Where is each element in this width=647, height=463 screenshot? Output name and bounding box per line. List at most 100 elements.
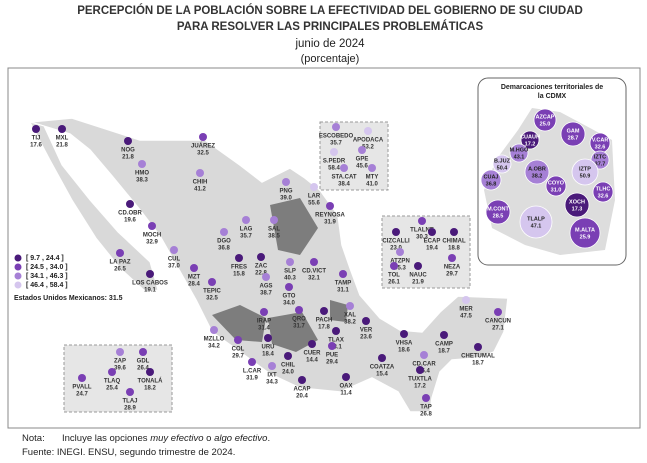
delegation-value: 25.0 [540, 121, 551, 127]
city-marker [32, 125, 40, 133]
delegation-label: AZCAP [536, 114, 555, 120]
city-label: ATZPN [390, 259, 410, 265]
cdmx-title: la CDMX [538, 93, 567, 100]
delegation-area [480, 169, 502, 191]
delegation-label: COYO [548, 180, 565, 186]
city-value: 39.0 [280, 196, 292, 202]
note-text: Incluye las opciones [62, 433, 150, 444]
city-marker [282, 178, 290, 186]
city-marker [362, 317, 370, 325]
city-marker [328, 342, 336, 350]
city-marker [326, 202, 334, 210]
city-value: 38.2 [344, 320, 356, 326]
city-marker [346, 302, 354, 310]
city-label: CANCUN [485, 319, 511, 325]
city-marker [462, 296, 470, 304]
city-value: 26.5 [114, 267, 126, 273]
city-label: GDL [137, 359, 150, 365]
city-value: 34.2 [208, 344, 220, 350]
legend-label: [ 24.5 , 34.0 ] [26, 264, 68, 271]
city-label: TLAJ [123, 399, 138, 405]
legend-swatch [14, 263, 22, 271]
city-marker [364, 127, 372, 135]
city-label: JUÁREZ [191, 143, 215, 150]
city-marker [342, 373, 350, 381]
city-value: 41.0 [366, 182, 378, 188]
legend-label: [ 46.4 , 58.4 ] [26, 282, 68, 289]
delegation-area [545, 175, 567, 197]
city-value: 58.4 [328, 166, 340, 172]
city-value: 26.4 [137, 366, 149, 372]
delegation-label: TLALP [527, 216, 545, 222]
city-value: 20.4 [296, 394, 308, 400]
delegation-value: 43.1 [514, 154, 525, 160]
city-marker [368, 164, 376, 172]
delegation-area [564, 192, 590, 218]
guadalajara-inset [63, 344, 173, 413]
delegation-value: 32.6 [595, 144, 606, 150]
national-number: 31.5 [109, 295, 123, 302]
city-label: SAL [268, 227, 280, 233]
city-label: PACH [316, 318, 333, 324]
delegation-label: M.CONT [487, 206, 509, 212]
city-marker [310, 258, 318, 266]
city-value: 18.8 [448, 246, 460, 252]
city-marker [190, 264, 198, 272]
city-marker [332, 327, 340, 335]
city-label: GTO [283, 294, 296, 300]
city-marker [116, 348, 124, 356]
city-label: XAL [344, 313, 356, 319]
city-value: 15.4 [376, 372, 388, 378]
city-marker [196, 169, 204, 177]
city-label: STA.CAT [331, 175, 356, 181]
city-marker [262, 273, 270, 281]
city-value: 23.1 [330, 345, 342, 351]
city-marker [422, 394, 430, 402]
delegation-value: 17.2 [525, 141, 536, 147]
city-label: L.CAR [243, 369, 262, 375]
city-label: CIZCALLI [382, 239, 410, 245]
city-value: 31.9 [246, 376, 258, 382]
delegation-value: 50.9 [580, 173, 591, 179]
city-label: AGS [259, 284, 272, 290]
city-label: PNG [279, 189, 292, 195]
city-value: 11.4 [340, 391, 352, 397]
city-label: CUER [303, 351, 321, 357]
city-value: 28.4 [188, 282, 200, 288]
city-marker [390, 262, 398, 270]
city-marker [146, 270, 154, 278]
delegation-value: 36.8 [486, 181, 497, 187]
city-marker [138, 160, 146, 168]
delegation-label: XOCH [569, 199, 585, 205]
city-value: 55.6 [308, 201, 320, 207]
note-em: muy efectivo [150, 433, 203, 444]
city-label: MER [459, 307, 473, 313]
delegation-label: CUAUH [520, 134, 540, 140]
national-label: Estados Unidos Mexicanos: [14, 295, 107, 302]
city-marker [392, 228, 400, 236]
delegation-area [571, 158, 599, 186]
city-marker [396, 248, 404, 256]
city-marker [139, 348, 147, 356]
city-label: IXT [267, 373, 277, 379]
mexico-mainland [29, 117, 509, 413]
city-marker [146, 368, 154, 376]
city-label: CHIH [193, 180, 208, 186]
delegation-value: 37.7 [595, 161, 606, 167]
delegation-label: B.JUZ [494, 158, 511, 164]
city-label: CHIMAL [442, 239, 466, 245]
city-value: 19.6 [124, 218, 136, 224]
city-value: 39.6 [114, 366, 126, 372]
delegation-area [492, 154, 512, 174]
city-value: 38.3 [136, 178, 148, 184]
city-label: LAG [240, 227, 253, 233]
city-marker [248, 358, 256, 366]
city-value: 38.4 [338, 182, 350, 188]
city-marker [295, 306, 303, 314]
city-marker [210, 326, 218, 334]
city-value: 34.0 [283, 301, 295, 307]
unit: (porcentaje) [301, 53, 360, 65]
city-value: 35.3 [394, 266, 406, 272]
city-label: REYNOSA [315, 213, 345, 219]
title: PARA RESOLVER LAS PRINCIPALES PROBLEMÁTI… [177, 20, 484, 33]
